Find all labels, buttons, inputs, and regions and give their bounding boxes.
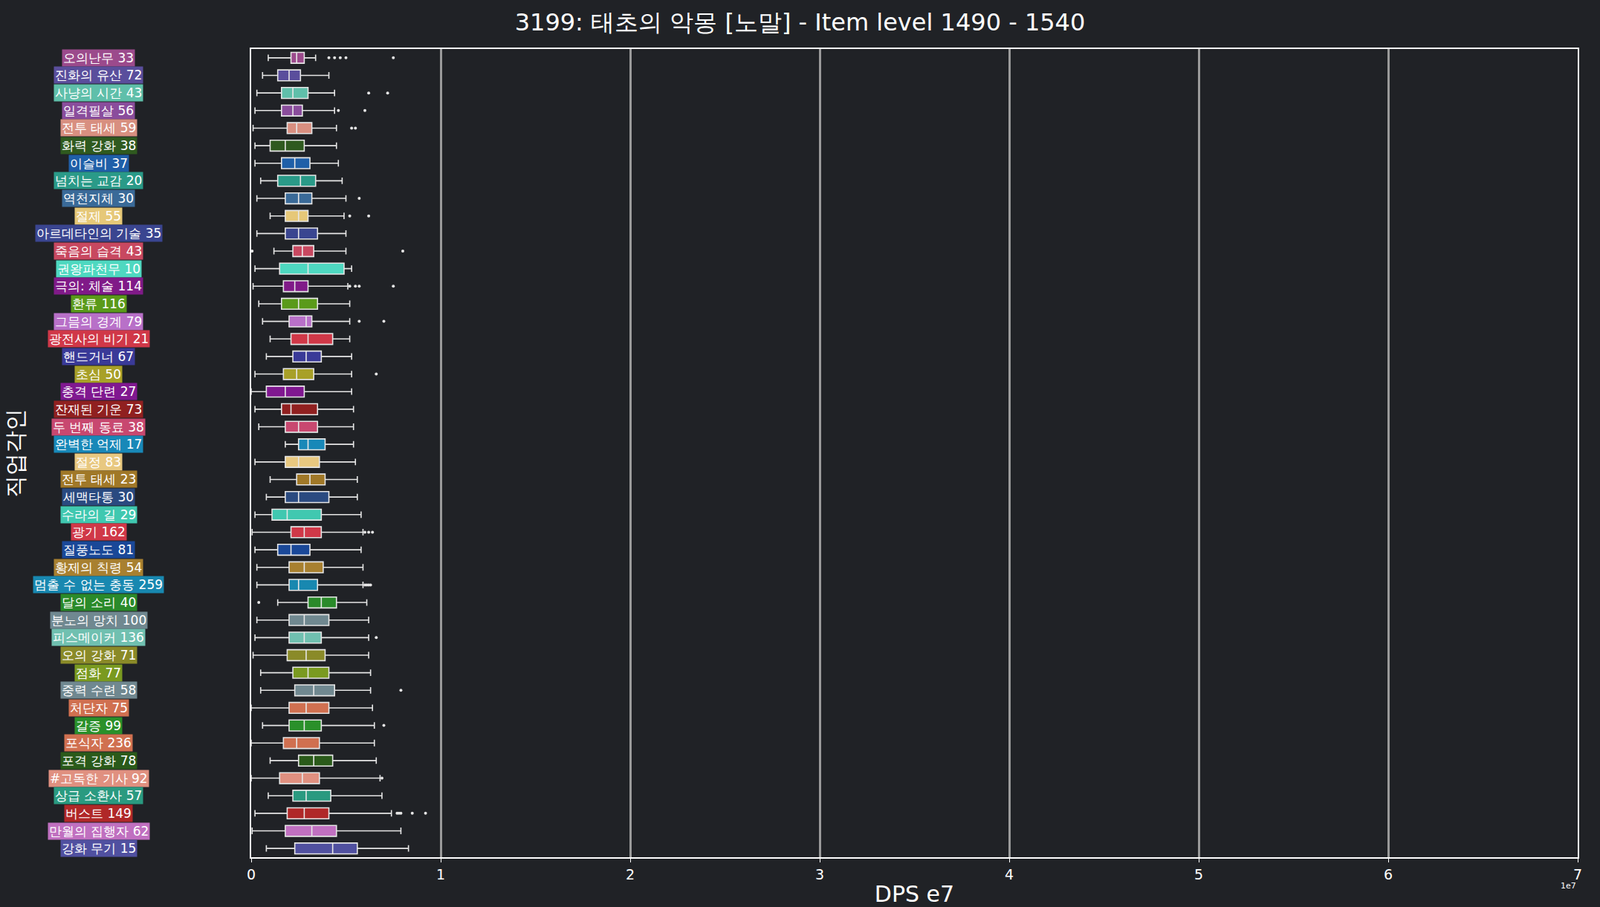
svg-text:충격 단련 27: 충격 단련 27 [61, 384, 136, 400]
svg-text:포격 강화 78: 포격 강화 78 [61, 753, 136, 769]
svg-text:질풍노도 81: 질풍노도 81 [63, 542, 134, 558]
svg-text:극의: 체술 114: 극의: 체술 114 [54, 278, 142, 294]
svg-text:만월의 집행자 62: 만월의 집행자 62 [49, 824, 149, 840]
svg-text:죽음의 습격 43: 죽음의 습격 43 [54, 243, 142, 259]
svg-text:진화의 유산 72: 진화의 유산 72 [54, 67, 142, 83]
svg-text:일격필살 56: 일격필살 56 [63, 103, 134, 119]
svg-text:처단자 75: 처단자 75 [69, 700, 128, 716]
svg-text:4: 4 [1004, 866, 1014, 883]
svg-text:달의 소리 40: 달의 소리 40 [61, 595, 136, 611]
svg-text:0: 0 [246, 866, 256, 883]
svg-text:6: 6 [1383, 866, 1393, 883]
svg-text:두 번째 동료 38: 두 번째 동료 38 [52, 419, 145, 435]
svg-text:수라의 길 29: 수라의 길 29 [61, 507, 136, 523]
svg-text:이슬비 37: 이슬비 37 [69, 156, 128, 171]
svg-text:환류 116: 환류 116 [72, 296, 126, 312]
svg-text:잔재된 기운 73: 잔재된 기운 73 [54, 402, 142, 417]
svg-text:2: 2 [625, 866, 635, 883]
svg-text:점화 77: 점화 77 [75, 665, 122, 681]
svg-text:절제 55: 절제 55 [75, 208, 122, 224]
svg-text:넘치는 교감 20: 넘치는 교감 20 [54, 173, 142, 189]
svg-text:1e7: 1e7 [1560, 881, 1577, 892]
svg-text:사냥의 시간 43: 사냥의 시간 43 [54, 85, 142, 101]
svg-text:중력 수련 58: 중력 수련 58 [61, 682, 136, 698]
svg-text:오의난무 33: 오의난무 33 [63, 50, 134, 66]
svg-text:DPS e7: DPS e7 [874, 881, 955, 907]
svg-text:화력 강화 38: 화력 강화 38 [61, 138, 136, 154]
svg-text:3: 3 [815, 866, 825, 883]
svg-text:5: 5 [1194, 866, 1204, 883]
svg-text:오의 강화 71: 오의 강화 71 [61, 648, 136, 663]
svg-text:절정 83: 절정 83 [75, 454, 122, 470]
svg-text:그믐의 경계 79: 그믐의 경계 79 [54, 314, 142, 330]
svg-text:포식자 236: 포식자 236 [65, 735, 132, 751]
svg-text:초심 50: 초심 50 [75, 367, 122, 382]
svg-text:핸드거너 67: 핸드거너 67 [63, 349, 134, 365]
svg-text:멈출 수 없는 충동 259: 멈출 수 없는 충동 259 [34, 577, 163, 593]
svg-text:강화 무기 15: 강화 무기 15 [61, 841, 136, 857]
svg-text:황제의 칙령 54: 황제의 칙령 54 [54, 560, 142, 576]
svg-text:직업각인: 직업각인 [2, 408, 29, 498]
svg-text:완벽한 억제 17: 완벽한 억제 17 [54, 436, 142, 452]
svg-text:전투 태세 23: 전투 태세 23 [61, 471, 136, 487]
svg-text:광기 162: 광기 162 [72, 524, 126, 540]
svg-text:피스메이커 136: 피스메이커 136 [52, 630, 145, 646]
svg-text:세맥타통 30: 세맥타통 30 [63, 489, 134, 505]
svg-text:아르데타인의 기술 35: 아르데타인의 기술 35 [36, 225, 162, 241]
svg-text:분노의 망치 100: 분노의 망치 100 [51, 613, 147, 628]
svg-text:7: 7 [1573, 866, 1583, 883]
svg-text:3199: 태초의 악몽 [노말] - Item level: 3199: 태초의 악몽 [노말] - Item level 1490 - 15… [515, 8, 1086, 37]
svg-text:상급 소환사 57: 상급 소환사 57 [54, 788, 142, 804]
svg-text:버스트 149: 버스트 149 [65, 806, 132, 822]
svg-text:광전사의 비기 21: 광전사의 비기 21 [49, 331, 149, 347]
svg-text:1: 1 [436, 866, 446, 883]
svg-text:역천지체 30: 역천지체 30 [63, 190, 134, 206]
svg-text:전투 태세 59: 전투 태세 59 [61, 120, 136, 136]
svg-text:권왕파천무 10: 권왕파천무 10 [57, 261, 141, 277]
svg-text:갈증 99: 갈증 99 [75, 718, 122, 734]
svg-text:#고독한 기사 92: #고독한 기사 92 [49, 771, 148, 787]
